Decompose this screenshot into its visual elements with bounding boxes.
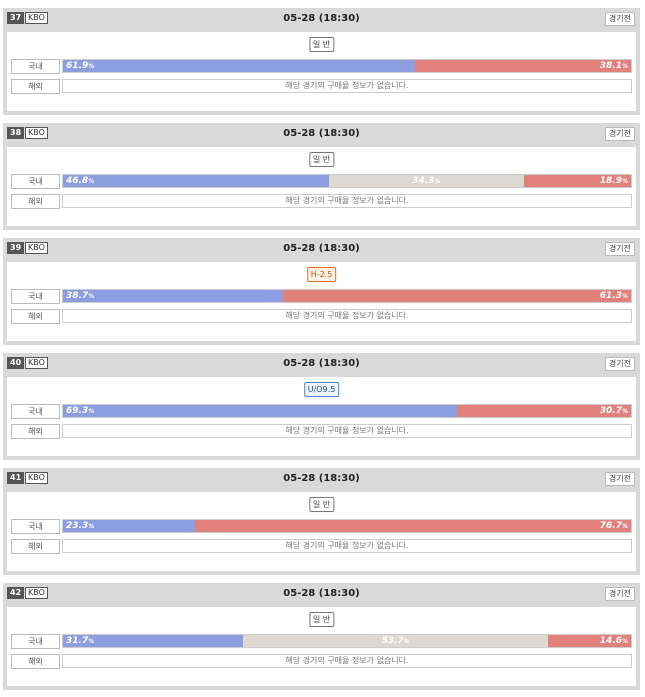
league-badge: KBO (25, 357, 48, 369)
game-detail: 일 반 SSG VS NC 국내 61.9% 38.1% 해외 해당 경기의 구… (7, 32, 636, 111)
overseas-info-message: 해당 경기의 구매율 정보가 없습니다. (62, 309, 632, 323)
game-number: 38 (7, 127, 25, 139)
overseas-label: 해외 (11, 79, 60, 94)
home-share-segment (63, 520, 196, 532)
game-number: 42 (7, 587, 25, 599)
away-share-value: 30.7% (599, 406, 628, 416)
domestic-label: 국내 (11, 59, 60, 74)
game-detail: 일 반 SSG VS NC 국내 31.7% 53.7% 14.6% 해외 해당… (7, 607, 636, 686)
overseas-label: 해외 (11, 654, 60, 669)
domestic-purchase-bar: 69.3% 30.7% (62, 404, 632, 418)
game-datetime: 05-28 (18:30) (283, 128, 360, 139)
game-card: 38 KBO 05-28 (18:30) 경기전 일 반 SSG VS NC 국… (3, 123, 640, 230)
home-share-segment (63, 635, 244, 647)
league-badge: KBO (25, 242, 48, 254)
game-datetime: 05-28 (18:30) (283, 473, 360, 484)
away-share-value: 14.6% (599, 636, 628, 646)
home-share-segment (63, 175, 329, 187)
overseas-info-message: 해당 경기의 구매율 정보가 없습니다. (62, 654, 632, 668)
away-share-segment (414, 60, 631, 72)
bet-type-badge: 일 반 (308, 152, 335, 167)
game-datetime: 05-28 (18:30) (283, 13, 360, 24)
overseas-label: 해외 (11, 194, 60, 209)
overseas-label: 해외 (11, 539, 60, 554)
overseas-label: 해외 (11, 424, 60, 439)
game-card: 39 KBO 05-28 (18:30) 경기전 H-2.5 SSG VS NC… (3, 238, 640, 345)
game-detail: U/O9.5 SSG VS NC 국내 69.3% 30.7% 해외 해당 경기… (7, 377, 636, 456)
overseas-info-message: 해당 경기의 구매율 정보가 없습니다. (62, 539, 632, 553)
away-share-segment (195, 520, 631, 532)
game-card: 37 KBO 05-28 (18:30) 경기전 일 반 SSG VS NC 국… (3, 8, 640, 115)
away-share-segment (523, 175, 631, 187)
home-share-value: 61.9% (66, 61, 95, 71)
game-datetime: 05-28 (18:30) (283, 588, 360, 599)
draw-share-segment (328, 175, 524, 187)
game-number: 39 (7, 242, 25, 254)
away-share-segment (282, 290, 631, 302)
bet-type-badge: 일 반 (308, 612, 335, 627)
domestic-purchase-bar: 46.8% 34.3% 18.9% (62, 174, 632, 188)
game-status: 경기전 (604, 12, 635, 26)
overseas-label: 해외 (11, 309, 60, 324)
league-badge: KBO (25, 587, 48, 599)
game-detail: 일 반 SSG VS NC 국내 23.3% 76.7% 해외 해당 경기의 구… (7, 492, 636, 571)
home-share-segment (63, 405, 457, 417)
game-card: 42 KBO 05-28 (18:30) 경기전 일 반 SSG VS NC 국… (3, 583, 640, 690)
draw-share-value: 34.3% (412, 176, 441, 186)
home-share-value: 38.7% (66, 291, 95, 301)
home-share-value: 23.3% (66, 521, 95, 531)
domestic-label: 국내 (11, 174, 60, 189)
domestic-label: 국내 (11, 519, 60, 534)
game-number: 40 (7, 357, 25, 369)
league-badge: KBO (25, 127, 48, 139)
overseas-info-message: 해당 경기의 구매율 정보가 없습니다. (62, 194, 632, 208)
game-status: 경기전 (604, 587, 635, 601)
bet-type-badge: U/O9.5 (303, 382, 340, 397)
away-share-value: 18.9% (599, 176, 628, 186)
domestic-label: 국내 (11, 289, 60, 304)
game-number: 37 (7, 12, 25, 24)
league-badge: KBO (25, 12, 48, 24)
game-datetime: 05-28 (18:30) (283, 358, 360, 369)
home-share-segment (63, 290, 283, 302)
domestic-label: 국내 (11, 634, 60, 649)
game-detail: H-2.5 SSG VS NC 국내 38.7% 61.3% 해외 해당 경기의… (7, 262, 636, 341)
game-card: 40 KBO 05-28 (18:30) 경기전 U/O9.5 SSG VS N… (3, 353, 640, 460)
domestic-label: 국내 (11, 404, 60, 419)
game-number: 41 (7, 472, 25, 484)
home-share-value: 69.3% (66, 406, 95, 416)
game-status: 경기전 (604, 127, 635, 141)
game-card: 41 KBO 05-28 (18:30) 경기전 일 반 SSG VS NC 국… (3, 468, 640, 575)
league-badge: KBO (25, 472, 48, 484)
bet-type-badge: 일 반 (308, 37, 335, 52)
away-share-segment (456, 405, 631, 417)
overseas-info-message: 해당 경기의 구매율 정보가 없습니다. (62, 424, 632, 438)
bet-type-badge: 일 반 (308, 497, 335, 512)
overseas-info-message: 해당 경기의 구매율 정보가 없습니다. (62, 79, 632, 93)
game-detail: 일 반 SSG VS NC 국내 46.8% 34.3% 18.9% 해외 해당… (7, 147, 636, 226)
game-status: 경기전 (604, 357, 635, 371)
domestic-purchase-bar: 23.3% 76.7% (62, 519, 632, 533)
home-share-value: 46.8% (66, 176, 95, 186)
draw-share-segment (243, 635, 549, 647)
away-share-segment (548, 635, 631, 647)
game-datetime: 05-28 (18:30) (283, 243, 360, 254)
domestic-purchase-bar: 61.9% 38.1% (62, 59, 632, 73)
away-share-value: 38.1% (599, 61, 628, 71)
game-status: 경기전 (604, 472, 635, 486)
domestic-purchase-bar: 38.7% 61.3% (62, 289, 632, 303)
home-share-segment (63, 60, 415, 72)
away-share-value: 76.7% (599, 521, 628, 531)
away-share-value: 61.3% (599, 291, 628, 301)
domestic-purchase-bar: 31.7% 53.7% 14.6% (62, 634, 632, 648)
bet-type-badge: H-2.5 (306, 267, 337, 282)
home-share-value: 31.7% (66, 636, 95, 646)
draw-share-value: 53.7% (381, 636, 410, 646)
game-status: 경기전 (604, 242, 635, 256)
